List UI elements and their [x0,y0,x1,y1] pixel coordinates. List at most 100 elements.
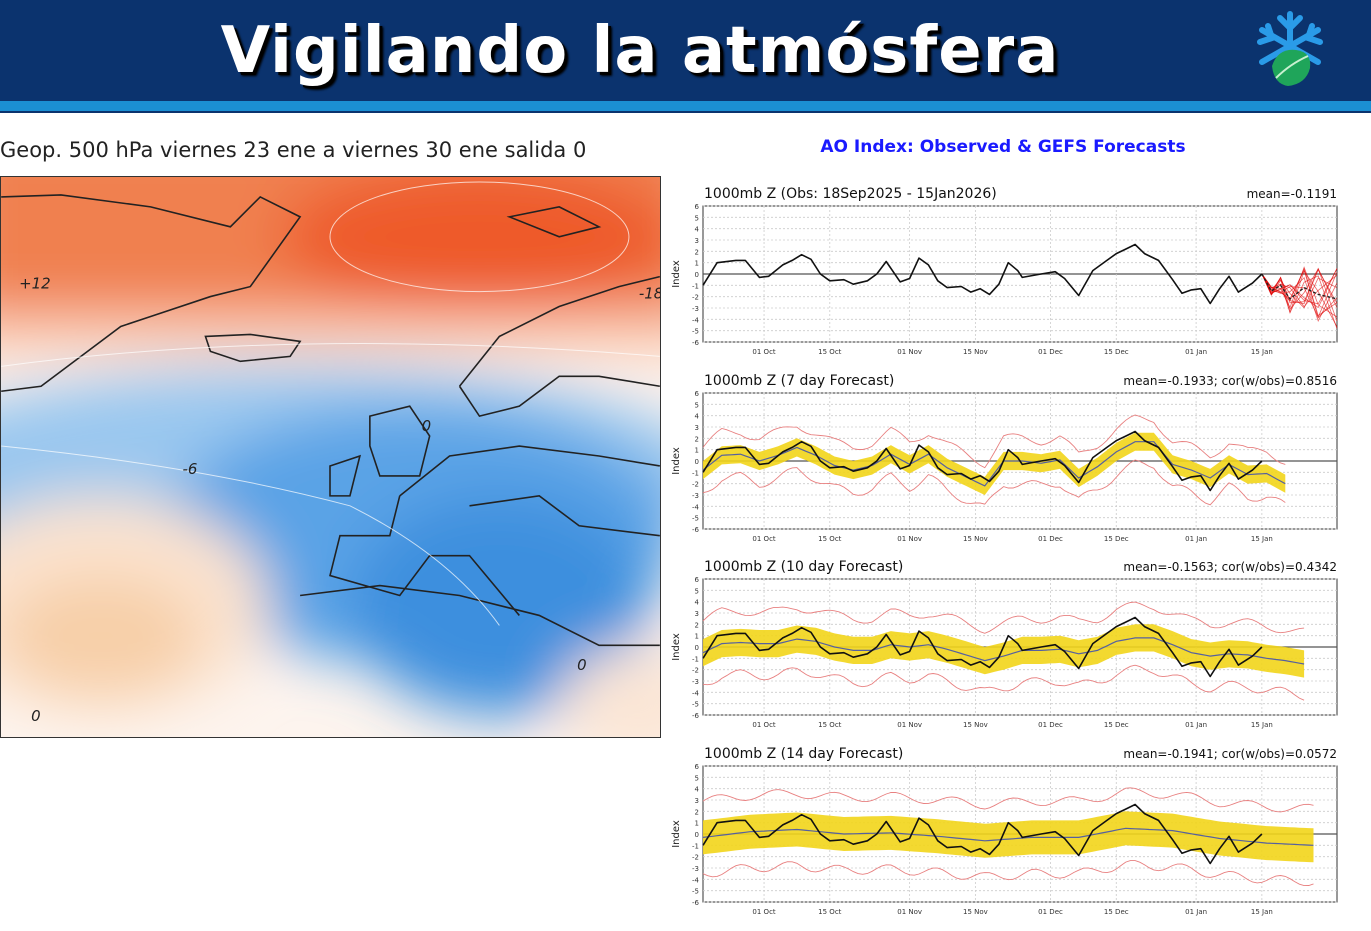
y-tick-label: 3 [695,237,699,245]
y-tick-label: -2 [692,854,699,862]
x-tick-label: 15 Dec [1104,348,1129,356]
snowflake-logo-icon [1257,11,1323,86]
y-tick-label: 1 [695,447,699,455]
y-tick-label: -3 [692,305,699,313]
y-tick-label: -5 [692,328,699,336]
y-tick-label: -2 [692,667,699,675]
forecast-lower-envelope [702,459,1286,506]
y-tick-label: 3 [695,610,699,618]
contour-label: +12 [19,275,51,293]
x-tick-label: 15 Oct [818,535,841,543]
y-tick-label: 0 [695,831,699,839]
forecast-spread-band [703,432,1286,495]
contour-label: 0 [422,417,432,435]
y-tick-label: 5 [695,214,699,222]
x-tick-label: 01 Dec [1038,721,1063,729]
geopotential-anomaly-map: +12 0 -6 0 0 -18 [0,176,661,738]
x-tick-label: 01 Oct [752,535,775,543]
y-tick-label: -3 [692,865,699,873]
y-tick-label: -4 [692,876,700,884]
y-tick-label: -4 [692,503,700,511]
y-tick-label: 5 [695,401,699,409]
contour-label: -6 [183,460,198,478]
contour-label: 0 [577,656,587,674]
panel-stat: mean=-0.1933; cor(w/obs)=0.8516 [1123,374,1337,388]
panel-title: 1000mb Z (14 day Forecast) [704,746,904,762]
y-tick-label: 4 [695,226,700,234]
ao-10day-plot: 6 5 4 3 2 1 0 -1 -2 -3 -4 -5 -6 01 Oct 15 Oct 01 Nov 15 … [671,576,1338,729]
y-tick-label: 5 [695,774,699,782]
forecast-upper-envelope [702,601,1305,634]
y-tick-label: -1 [692,282,699,290]
y-tick-label: -5 [692,701,699,709]
header-bar [0,0,1371,101]
x-tick-label: 01 Jan [1185,535,1207,543]
y-tick-label: 3 [695,797,699,805]
y-tick-label: 1 [695,260,699,268]
x-tick-label: 01 Nov [897,348,922,356]
x-tick-label: 15 Dec [1104,721,1129,729]
panel-stat: mean=-0.1191 [1246,187,1337,201]
y-tick-label: 1 [695,820,699,828]
x-tick-label: 01 Oct [752,721,775,729]
y-tick-label: -6 [692,899,700,907]
x-tick-label: 01 Dec [1038,348,1063,356]
ensemble-member-line [1261,271,1338,319]
y-axis-label: Index [671,820,682,848]
x-tick-label: 01 Oct [752,348,775,356]
contour-label: 0 [31,707,41,725]
y-tick-label: 2 [695,248,699,256]
ao-14day-panel: 1000mb Z (14 day Forecast) mean=-0.1941;… [665,746,1341,931]
ensemble-member-line [1261,273,1338,322]
contour-label: -18 [639,285,661,303]
y-tick-label: 6 [695,763,700,771]
y-tick-label: -2 [692,481,699,489]
y-tick-label: -4 [692,689,700,697]
y-tick-label: 6 [695,390,700,398]
x-tick-label: 15 Oct [818,348,841,356]
header-stripe [0,101,1371,113]
ensemble-member-line [1261,268,1338,305]
y-tick-label: 2 [695,808,699,816]
panel-title: 1000mb Z (Obs: 18Sep2025 - 15Jan2026) [704,186,997,202]
forecast-mean-line [702,441,1286,487]
y-axis-label: Index [671,447,682,475]
y-tick-label: 4 [695,599,700,607]
y-tick-label: 6 [695,203,700,211]
y-axis-label: Index [671,633,682,661]
ensemble-mean-line [1261,273,1338,300]
y-tick-label: -2 [692,294,699,302]
x-tick-label: 15 Nov [963,908,988,916]
x-tick-label: 01 Oct [752,908,775,916]
x-tick-label: 01 Dec [1038,535,1063,543]
x-tick-label: 15 Nov [963,535,988,543]
y-tick-label: -4 [692,316,700,324]
y-tick-label: -1 [692,842,699,850]
x-tick-label: 15 Dec [1104,908,1129,916]
panel-title: 1000mb Z (10 day Forecast) [704,559,904,575]
observed-ao-line [702,243,1263,305]
ao-observed-plot: 6 5 4 3 2 1 0 -1 -2 -3 -4 -5 -6 01 Oct 15 Oct 01 Nov 15 … [671,203,1338,356]
y-tick-label: -5 [692,888,699,896]
forecast-mean-line [702,637,1305,665]
x-tick-label: 15 Oct [818,721,841,729]
x-tick-label: 01 Dec [1038,908,1063,916]
map-title: Geop. 500 hPa viernes 23 ene a viernes 3… [0,138,587,162]
ao-observed-panel: 1000mb Z (Obs: 18Sep2025 - 15Jan2026) me… [665,186,1341,371]
y-tick-label: -3 [692,678,699,686]
y-tick-label: -1 [692,655,699,663]
ao-10day-panel: 1000mb Z (10 day Forecast) mean=-0.1563;… [665,559,1341,744]
y-tick-label: 0 [695,644,699,652]
x-tick-label: 01 Jan [1185,721,1207,729]
forecast-upper-envelope [702,414,1286,469]
ao-chart-title: AO Index: Observed & GEFS Forecasts [820,137,1186,157]
x-tick-label: 01 Nov [897,908,922,916]
ao-7day-plot: 6 5 4 3 2 1 0 -1 -2 -3 -4 -5 -6 01 Oct 15 Oct 01 Nov 15 … [671,390,1338,543]
x-tick-label: 15 Jan [1251,721,1273,729]
y-tick-label: 0 [695,458,699,466]
x-tick-label: 15 Jan [1251,535,1273,543]
x-tick-label: 15 Nov [963,721,988,729]
x-tick-label: 15 Jan [1251,908,1273,916]
y-tick-label: -3 [692,492,699,500]
ensemble-member-line [1261,273,1338,329]
